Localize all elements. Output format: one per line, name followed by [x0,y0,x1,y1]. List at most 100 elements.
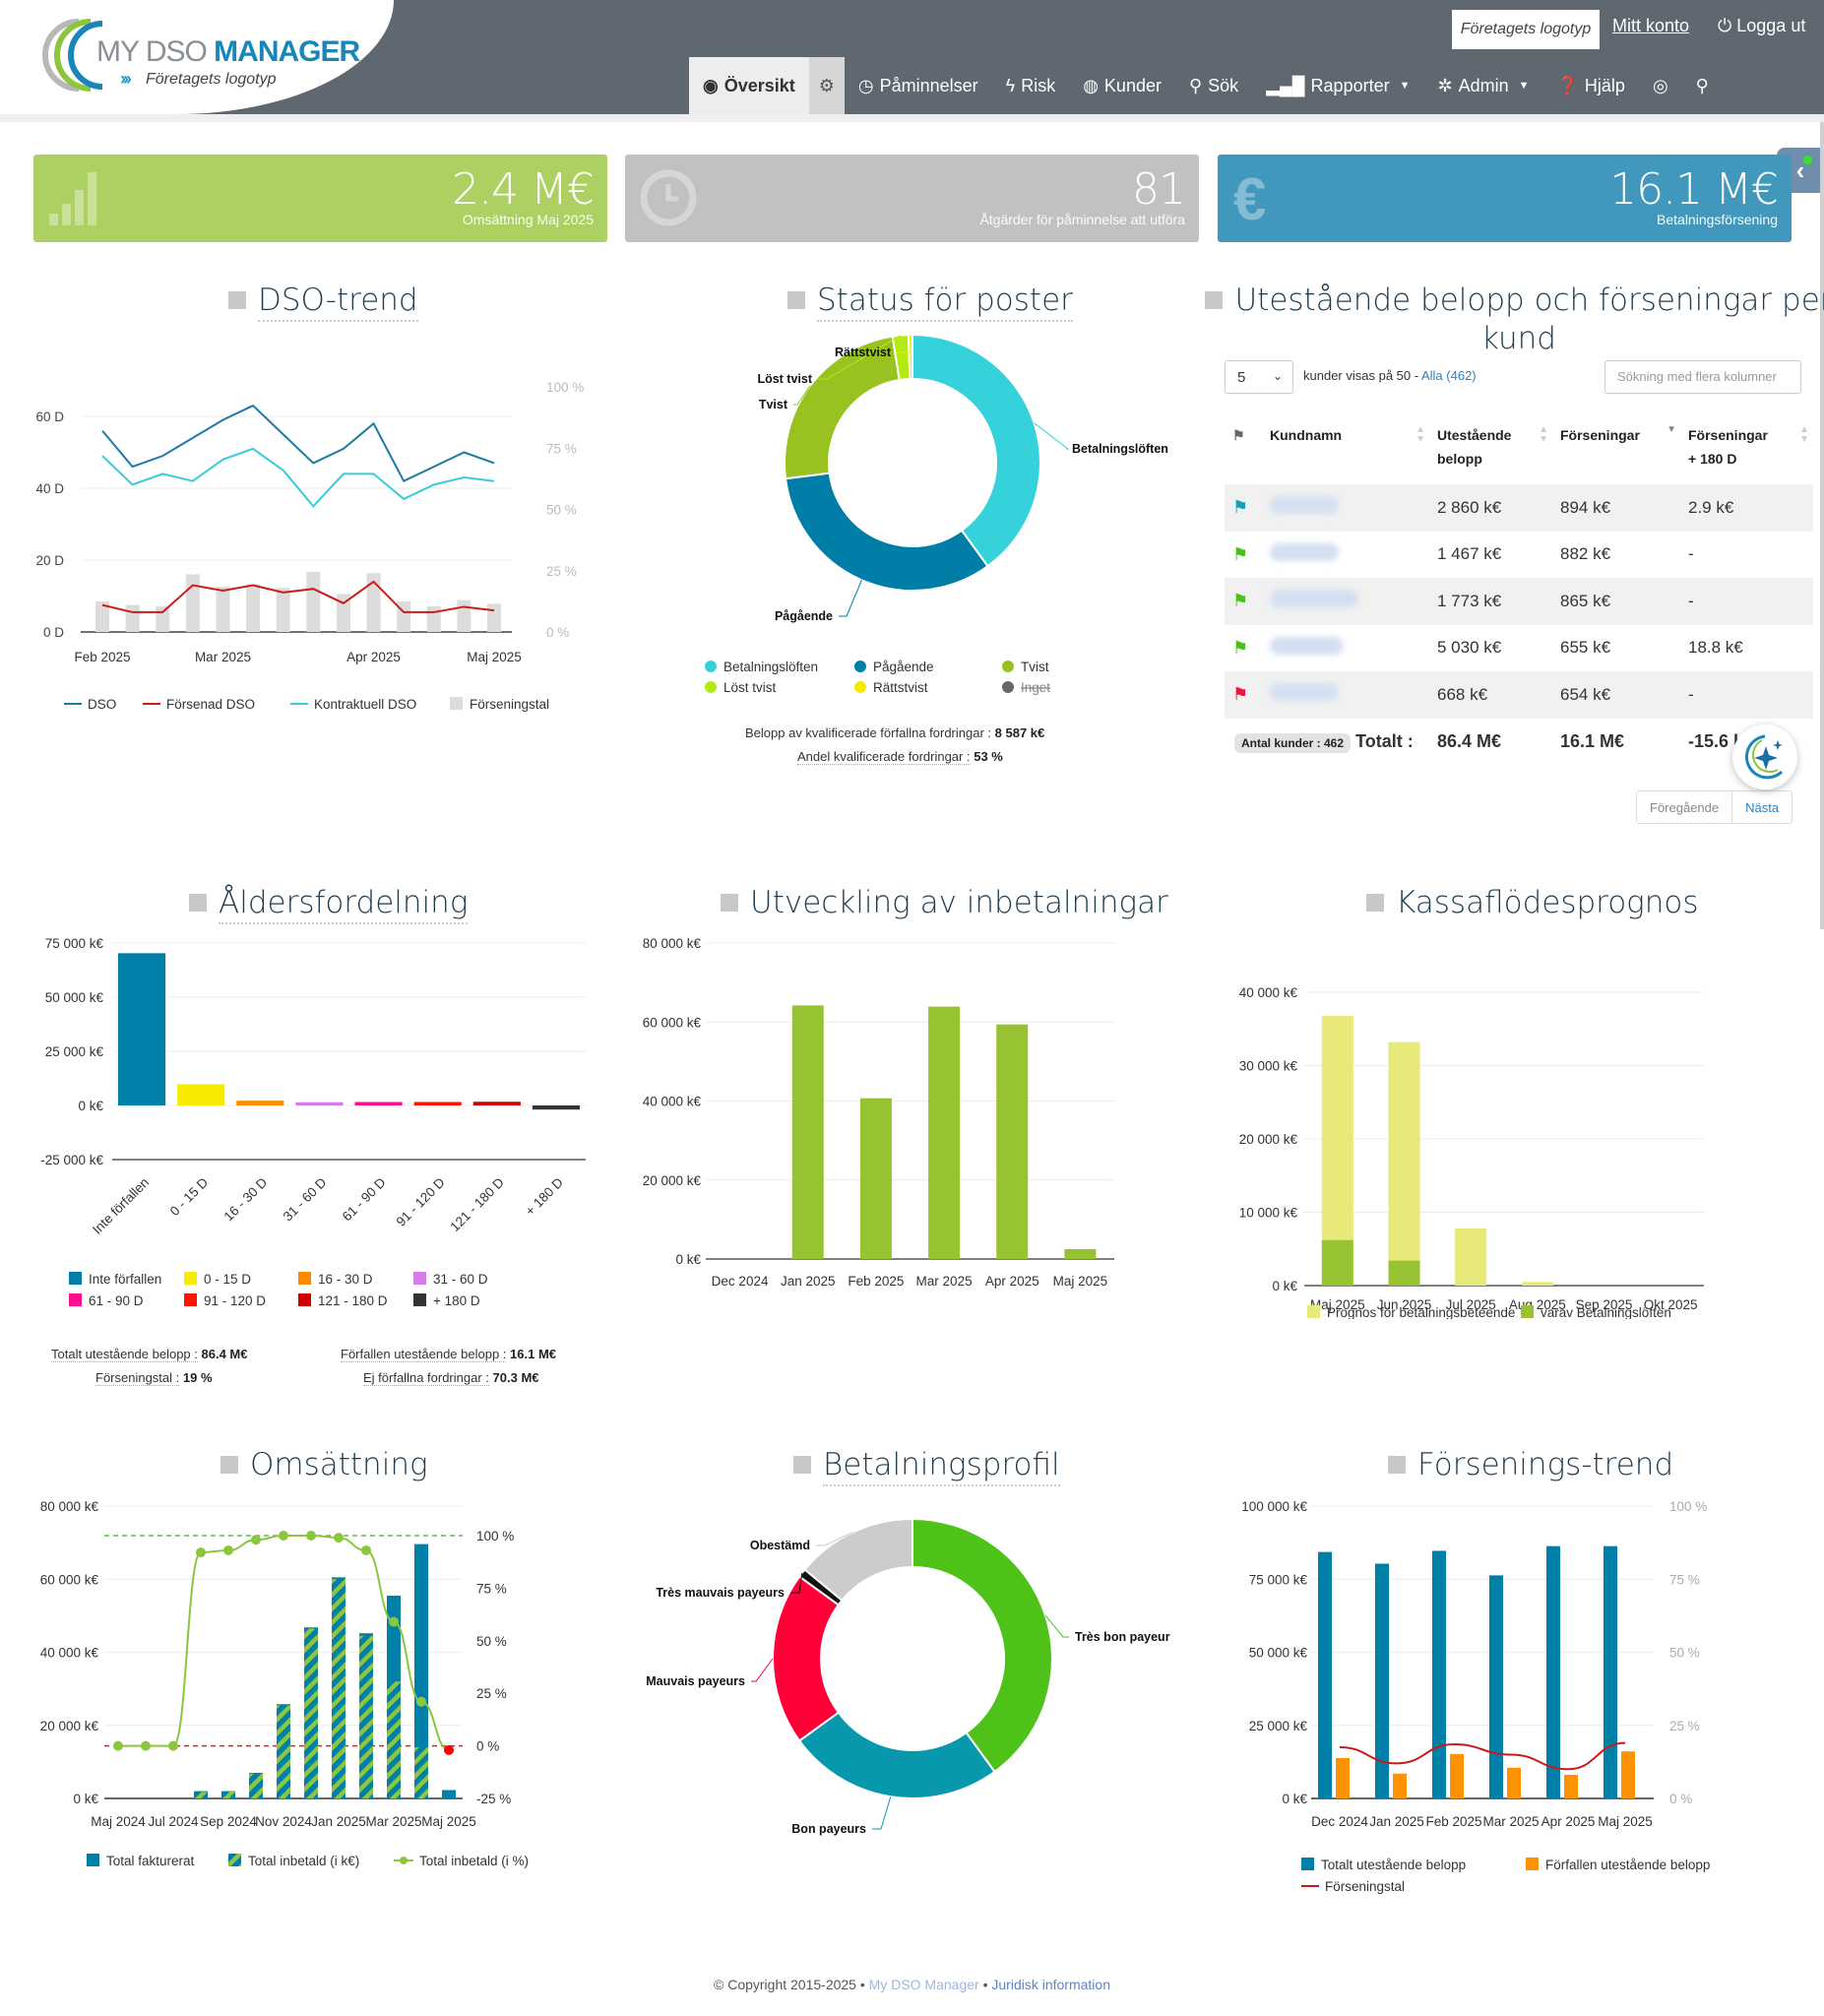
stat-value: 8 587 k€ [994,725,1045,740]
y-tick-label: 60 000 k€ [40,1572,99,1587]
panel-title-status[interactable]: Status för poster [787,282,1073,322]
aging-stat-delay-rate: Förseningstal : 19 % [95,1370,213,1386]
next-page-button[interactable]: Nästa [1745,800,1780,815]
status-donut-chart[interactable]: Betalningslöften Pågående Tvist Löst tvist R… [630,335,1211,699]
panel-title-delay-trend[interactable]: Försenings-trend [1388,1446,1673,1484]
col-flag[interactable]: ⚑ [1225,410,1262,484]
customer-name-cell[interactable] [1262,484,1429,532]
nav-search-bubble[interactable]: ⚲ [1682,57,1723,114]
svg-text:€: € [1233,168,1266,227]
kpi-card-revenue[interactable]: 2.4 M€ Omsättning Maj 2025 [33,155,607,242]
legend-swatch [413,1272,426,1285]
revenue-chart[interactable]: 0 k€ 20 000 k€ 40 000 k€ 60 000 k€ 80 000 k€… [20,1486,610,1890]
customer-name-cell[interactable] [1262,532,1429,579]
globe-icon: ◍ [1083,75,1099,95]
y2-tick-label: 75 % [1669,1572,1700,1587]
legend-label: 31 - 60 D [433,1272,488,1287]
chevron-left-icon: ‹ [1795,155,1805,185]
nav-kunder[interactable]: ◍ Kunder [1069,57,1175,114]
flag-cell[interactable]: ⚑ [1225,484,1262,532]
delay-trend-chart[interactable]: 0 k€ 0 % 25 000 k€ 25 % 50 000 k€ 50 % 75 000 … [1221,1486,1824,1910]
nav-admin[interactable]: ✲ Admin ▼ [1423,57,1542,114]
nav-oversikt[interactable]: ◉ Översikt [689,57,809,114]
delays-cell: 894 k€ [1560,497,1611,517]
panel-title-customers[interactable]: Utestående belopp och förseningar per ku… [1205,282,1824,358]
nav-label: Sök [1208,75,1239,95]
panel-title-revenue[interactable]: Omsättning [220,1446,428,1484]
paid-percent-point [416,1696,426,1707]
dso-trend-chart[interactable]: 0 D 20 D 40 D 60 D 0 % 25 % 50 % 75 % 100 % Feb 2… [30,325,600,719]
kpi-card-payment-delay[interactable]: € 16.1 M€ Betalningsförsening [1218,155,1792,242]
x-tick-label: Jan 2025 [1369,1814,1424,1829]
slice-label: Rättstvist [835,346,892,359]
col-delays[interactable]: Förseningar ▼ [1552,410,1680,484]
customer-name-cell[interactable] [1262,578,1429,625]
x-tick-label: Jul 2025 [1446,1297,1496,1312]
legend-swatch [1002,661,1014,672]
scrollbar[interactable] [1820,122,1824,929]
x-tick-label: Maj 2025 [421,1814,476,1829]
billed-bar [442,1790,456,1798]
col-outstanding[interactable]: Utestående belopp ▲ ▼ [1429,410,1552,484]
multi-column-search-input[interactable]: Sökning med flera kolumner [1604,360,1801,394]
table-row[interactable]: ⚑ 2 860 k€ 894 k€ 2.9 k€ [1225,484,1813,532]
panel-title-aging[interactable]: Åldersfordelning [189,884,469,924]
nav-hjalp[interactable]: ❓ Hjälp [1543,57,1639,114]
blurred-customer-name [1270,542,1339,561]
my-account-link[interactable]: Mitt konto [1612,16,1690,35]
stat-label: Förseningstal : [95,1370,180,1386]
caret-down-icon: ▼ [1399,80,1411,92]
legal-info-link[interactable]: Juridisk information [991,1977,1110,1992]
nav-dashboard-settings[interactable]: ⚙ [808,57,845,114]
product-link[interactable]: My DSO Manager [868,1977,979,1992]
paid-bar [332,1579,346,1798]
x-tick-label: Jan 2025 [311,1814,366,1829]
stat-label: Förfallen utestående belopp : [341,1347,507,1362]
payments-chart[interactable]: 0 k€ 20 000 k€ 40 000 k€ 60 000 k€ 80 000 k€… [620,925,1211,1299]
table-row[interactable]: ⚑ 668 k€ 654 k€ - [1225,671,1813,719]
flag-cell[interactable]: ⚑ [1225,625,1262,672]
blurred-customer-name [1270,683,1339,702]
y2-tick-label: 100 % [1669,1499,1707,1514]
nav-paminnelser[interactable]: ◷ Påminnelser [845,57,992,114]
panel-title-payments[interactable]: Utveckling av inbetalningar [721,884,1168,922]
sort-icon: ▲ ▼ [1799,424,1809,445]
flag-icon: ⚑ [1232,637,1249,658]
showing-info: kunder visas på 50 - Alla (462) [1303,368,1477,383]
flag-cell[interactable]: ⚑ [1225,671,1262,719]
nav-rapporter[interactable]: ▂▄█ Rapporter ▼ [1252,57,1423,114]
table-row[interactable]: ⚑ 5 030 k€ 655 k€ 18.8 k€ [1225,625,1813,672]
flag-cell[interactable]: ⚑ [1225,578,1262,625]
ai-assistant-button[interactable] [1732,724,1797,789]
col-delays-180[interactable]: Förseningar + 180 D ▲ ▼ [1680,410,1813,484]
y-tick-label: 40 D [35,481,64,496]
flag-cell[interactable]: ⚑ [1225,532,1262,579]
previous-page-button[interactable]: Föregående [1637,791,1733,823]
collapse-square-icon [1205,291,1224,309]
logout-link[interactable]: ⏻ Logga ut [1718,16,1805,36]
page-size-select[interactable]: 5 ⌄ [1225,360,1293,394]
aging-chart[interactable]: -25 000 k€ 0 k€ 25 000 k€ 50 000 k€ 75 000 k… [30,925,600,1314]
col-customer-name[interactable]: Kundnamn ▲ ▼ [1262,410,1429,484]
customer-name-cell[interactable] [1262,625,1429,672]
paid-percent-point [113,1740,123,1751]
cashflow-chart[interactable]: 0 k€ 10 000 k€ 20 000 k€ 30 000 k€ 40 000 k€… [1221,925,1824,1319]
customer-name-cell[interactable] [1262,671,1429,719]
col-label: Förseningar [1560,427,1640,443]
promise-bar [1388,1260,1420,1286]
nav-sok[interactable]: ⚲ Sök [1175,57,1252,114]
nav-risk[interactable]: ϟ Risk [992,57,1070,114]
payment-profile-donut[interactable]: Très bon payeur Bon payeurs Mauvais payeur… [620,1516,1211,1851]
panel-title-profile[interactable]: Betalningsprofil [793,1446,1060,1486]
slice-label: Très mauvais payeurs [656,1586,785,1600]
kpi-card-reminders[interactable]: 81 Åtgärder för påminnelse att utföra [625,155,1199,242]
nav-target[interactable]: ◎ [1639,57,1682,114]
panel-title-cashflow[interactable]: Kassaflödesprognos [1366,884,1699,922]
table-row[interactable]: ⚑ 1 467 k€ 882 k€ - [1225,532,1813,579]
footer-total-cell: Antal kunder : 462 Totalt : [1225,719,1429,766]
panel-title-dso-trend[interactable]: DSO-trend [228,282,418,322]
table-row[interactable]: ⚑ 1 773 k€ 865 k€ - [1225,578,1813,625]
logo-area[interactable]: MY DSO MANAGER ››› Företagets logotyp [0,0,394,114]
x-tick-label: Mar 2025 [365,1814,421,1829]
show-all-link[interactable]: Alla (462) [1420,368,1477,383]
